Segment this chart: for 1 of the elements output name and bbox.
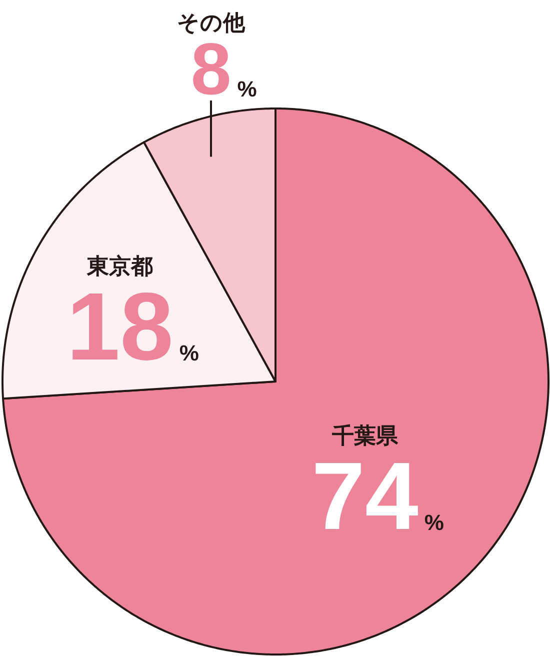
- slice-label: 千葉県: [331, 423, 400, 448]
